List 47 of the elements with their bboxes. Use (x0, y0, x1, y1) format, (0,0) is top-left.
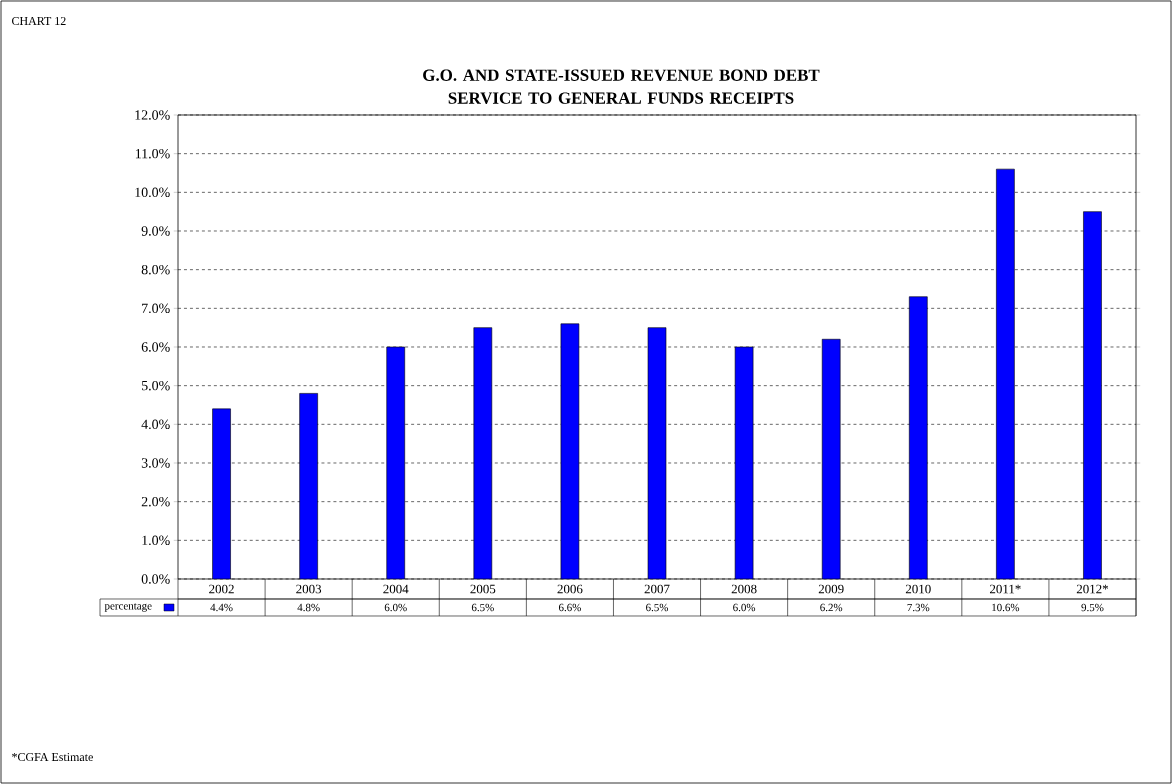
x-tick-label: 2002 (209, 584, 234, 594)
legend-label: percentage (104, 603, 152, 612)
x-tick-label: 2012* (1076, 584, 1109, 594)
y-tick-label: 4.0% (141, 419, 170, 430)
data-label: 10.6% (992, 603, 1020, 612)
data-label: 6.6% (558, 603, 581, 612)
data-label: 6.2% (820, 603, 843, 612)
bar (212, 408, 231, 579)
bar (821, 338, 841, 579)
data-label: 6.0% (733, 603, 756, 612)
text: *CGFA Estimate (12, 752, 93, 762)
data-label: 6.5% (646, 603, 669, 612)
caption: CHART 12 (12, 16, 66, 25)
bar (996, 168, 1015, 579)
bar (299, 393, 318, 579)
y-tick-label: 10.0% (135, 187, 170, 198)
y-tick-label: 1.0% (142, 535, 170, 546)
chart-title: G.O. AND STATE-ISSUED REVENUE BOND DEBT SERVICE TO GENERAL FUNDS RECEIPTS (423, 69, 820, 104)
bar (473, 327, 493, 579)
bar (908, 296, 928, 579)
y-tick-label: 12.0% (135, 110, 170, 120)
y-tick-label: 3.0% (141, 458, 170, 468)
y-tick-label: 11.0% (135, 148, 170, 159)
data-label: 6.5% (471, 603, 494, 612)
data-label: 4.4% (210, 603, 233, 612)
x-tick-label: 2010 (905, 584, 931, 594)
bar (1083, 211, 1102, 579)
x-tick-label: 2005 (470, 584, 496, 594)
x-tick-label: 2007 (644, 584, 670, 594)
x-tick-label: 2008 (731, 584, 757, 594)
data-label: 7.3% (907, 603, 930, 612)
y-tick-label: 6.0% (141, 342, 170, 352)
data-label: 9.5% (1081, 603, 1104, 612)
bar (386, 346, 406, 579)
x-tick-label: 2009 (818, 584, 844, 594)
x-tick-label: 2004 (383, 584, 409, 594)
x-tick-label: 2011* (989, 584, 1021, 594)
x-tick-label: 2003 (296, 584, 322, 594)
data-label: 4.8% (297, 603, 320, 612)
y-tick-label: 7.0% (142, 303, 170, 314)
y-tick-label: 2.0% (141, 496, 170, 507)
y-tick-label: 5.0% (141, 380, 170, 391)
y-tick-label: 0.0% (141, 574, 170, 584)
y-tick-label: 9.0% (141, 226, 170, 236)
y-tick-label: 8.0% (141, 264, 170, 275)
x-tick-label: 2006 (557, 584, 583, 594)
data-label: 6.0% (384, 603, 407, 612)
